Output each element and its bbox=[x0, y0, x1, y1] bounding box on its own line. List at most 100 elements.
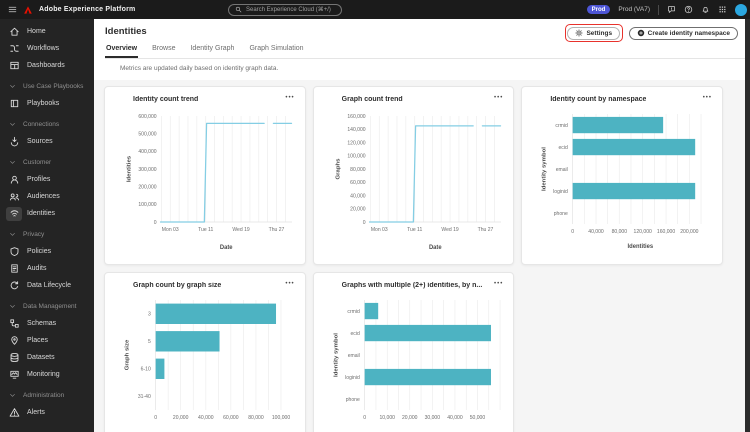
sidebar-item-places[interactable]: Places bbox=[0, 332, 94, 349]
more-actions-icon[interactable]: ••• bbox=[285, 281, 295, 287]
topbar-divider bbox=[658, 4, 659, 15]
sidebar-item-audits[interactable]: Audits bbox=[0, 260, 94, 277]
svg-text:0: 0 bbox=[363, 415, 366, 421]
chevron-down-icon bbox=[9, 231, 16, 238]
svg-text:500,000: 500,000 bbox=[138, 131, 156, 137]
svg-text:Wed 19: Wed 19 bbox=[441, 227, 458, 233]
sidebar-section-administration[interactable]: Administration bbox=[0, 387, 94, 404]
svg-text:0: 0 bbox=[154, 415, 157, 421]
chart-card-identity-count-by-namespace: Identity count by namespace ••• 0 40,000 80,… bbox=[521, 86, 723, 265]
sources-icon bbox=[6, 135, 22, 149]
sidebar-section-customer[interactable]: Customer bbox=[0, 154, 94, 171]
svg-text:40,000: 40,000 bbox=[198, 415, 214, 421]
sidebar-section-use-case-playbooks[interactable]: Use Case Playbooks bbox=[0, 78, 94, 95]
svg-text:60,000: 60,000 bbox=[223, 415, 239, 421]
sidebar-item-data-lifecycle[interactable]: Data Lifecycle bbox=[0, 277, 94, 294]
svg-text:300,000: 300,000 bbox=[138, 167, 156, 173]
svg-text:100,000: 100,000 bbox=[138, 202, 156, 208]
svg-text:Identities: Identities bbox=[126, 155, 132, 182]
sidebar-item-label: Dashboards bbox=[27, 62, 65, 69]
sidebar-item-monitoring[interactable]: Monitoring bbox=[0, 366, 94, 383]
settings-button-label: Settings bbox=[586, 29, 613, 37]
profiles-icon bbox=[6, 173, 22, 187]
more-actions-icon[interactable]: ••• bbox=[702, 95, 712, 101]
more-actions-icon[interactable]: ••• bbox=[494, 95, 504, 101]
svg-text:Graphs: Graphs bbox=[335, 158, 341, 180]
sidebar-item-playbooks[interactable]: Playbooks bbox=[0, 95, 94, 112]
tab-browse[interactable]: Browse bbox=[152, 45, 176, 52]
sidebar-item-schemas[interactable]: Schemas bbox=[0, 315, 94, 332]
feedback-icon[interactable] bbox=[667, 5, 676, 14]
sidebar-item-dashboards[interactable]: Dashboards bbox=[0, 57, 94, 74]
svg-text:Tue 11: Tue 11 bbox=[198, 227, 213, 233]
app-title: Adobe Experience Platform bbox=[39, 6, 136, 13]
environment-selector[interactable]: Prod (VA7) bbox=[618, 6, 650, 13]
more-actions-icon[interactable]: ••• bbox=[285, 95, 295, 101]
svg-text:600,000: 600,000 bbox=[138, 114, 156, 120]
svg-text:6-10: 6-10 bbox=[141, 366, 151, 372]
svg-text:60,000: 60,000 bbox=[350, 180, 366, 186]
svg-text:5: 5 bbox=[148, 339, 151, 345]
sidebar-item-label: Customer bbox=[23, 159, 52, 166]
hamburger-menu-icon[interactable] bbox=[8, 5, 17, 14]
tab-identity-graph[interactable]: Identity Graph bbox=[190, 45, 235, 52]
sidebar-item-label: Data Lifecycle bbox=[27, 282, 71, 289]
sidebar-item-audiences[interactable]: Audiences bbox=[0, 188, 94, 205]
sidebar-item-alerts[interactable]: Alerts bbox=[0, 404, 94, 421]
chart-identity-count-trend: 0 100,000 200,000 300,000 400,000 500,000 600,… bbox=[126, 114, 293, 251]
chart-graph-count-by-graph-size: 0 20,000 40,000 60,000 80,000 100,000 3 5 6-10 31… bbox=[124, 300, 290, 421]
sidebar-item-label: Data Management bbox=[23, 303, 77, 310]
sidebar-section-privacy[interactable]: Privacy bbox=[0, 226, 94, 243]
sidebar-item-profiles[interactable]: Profiles bbox=[0, 171, 94, 188]
sidebar-section-data-management[interactable]: Data Management bbox=[0, 298, 94, 315]
topbar-right: Prod Prod (VA7) bbox=[586, 0, 747, 19]
sidebar-section-connections[interactable]: Connections bbox=[0, 116, 94, 133]
help-icon[interactable] bbox=[684, 5, 693, 14]
svg-text:120,000: 120,000 bbox=[634, 229, 652, 235]
notifications-icon[interactable] bbox=[701, 5, 710, 14]
svg-text:Wed 19: Wed 19 bbox=[232, 227, 249, 233]
svg-text:ecid: ecid bbox=[559, 145, 568, 151]
more-actions-icon[interactable]: ••• bbox=[494, 281, 504, 287]
create-identity-namespace-button[interactable]: Create identity namespace bbox=[628, 26, 738, 40]
sidebar-item-label: Datasets bbox=[27, 354, 55, 361]
vertical-scrollbar[interactable] bbox=[745, 19, 750, 432]
tab-overview[interactable]: Overview bbox=[105, 43, 139, 58]
sidebar-item-identities[interactable]: Identities bbox=[0, 205, 94, 222]
sidebar-item-workflows[interactable]: Workflows bbox=[0, 40, 94, 57]
svg-text:Date: Date bbox=[429, 245, 442, 251]
svg-text:phone: phone bbox=[554, 211, 568, 217]
svg-text:0: 0 bbox=[362, 220, 365, 226]
tab-graph-simulation[interactable]: Graph Simulation bbox=[249, 45, 304, 52]
svg-text:loginid: loginid bbox=[553, 189, 568, 195]
tab-bar: Overview Browse Identity Graph Graph Simula… bbox=[105, 43, 745, 59]
policies-icon bbox=[6, 245, 22, 259]
svg-text:100,000: 100,000 bbox=[272, 415, 290, 421]
svg-text:160,000: 160,000 bbox=[657, 229, 675, 235]
card-title: Identity count trend bbox=[133, 96, 199, 103]
svg-text:crmid: crmid bbox=[556, 123, 569, 129]
sidebar-item-datasets[interactable]: Datasets bbox=[0, 349, 94, 366]
sidebar-item-home[interactable]: Home bbox=[0, 23, 94, 40]
identities-icon bbox=[6, 206, 22, 221]
card-title: Identity count by namespace bbox=[550, 96, 647, 103]
svg-text:80,000: 80,000 bbox=[248, 415, 264, 421]
sidebar-item-label: Audiences bbox=[27, 193, 60, 200]
chevron-down-icon bbox=[9, 121, 16, 128]
dashboards-icon bbox=[6, 59, 22, 73]
chart-card-graph-count-trend: Graph count trend ••• 0 20,000 40,000 60,000 8… bbox=[312, 86, 515, 265]
search-placeholder: Search Experience Cloud (⌘+/) bbox=[246, 7, 331, 13]
user-avatar[interactable] bbox=[735, 3, 747, 16]
svg-text:email: email bbox=[556, 167, 568, 173]
sidebar-item-label: Privacy bbox=[23, 231, 45, 238]
sidebar-item-sources[interactable]: Sources bbox=[0, 133, 94, 150]
global-search-input[interactable]: Search Experience Cloud (⌘+/) bbox=[228, 3, 342, 16]
sidebar-item-policies[interactable]: Policies bbox=[0, 243, 94, 260]
svg-text:120,000: 120,000 bbox=[347, 140, 365, 146]
sidebar-item-label: Sources bbox=[27, 138, 53, 145]
main-content: Identities Settings Create identity name… bbox=[94, 19, 745, 432]
plus-circle-icon bbox=[637, 29, 645, 37]
svg-text:Identity symbol: Identity symbol bbox=[542, 147, 548, 191]
app-switcher-icon[interactable] bbox=[718, 5, 727, 14]
settings-button[interactable]: Settings bbox=[567, 26, 621, 40]
